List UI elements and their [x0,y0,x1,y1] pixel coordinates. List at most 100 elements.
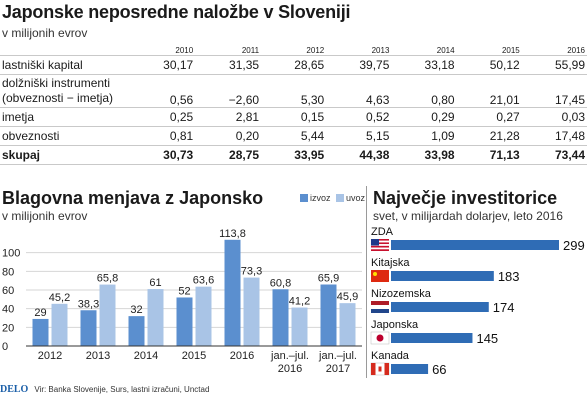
country-label: ZDA [371,226,394,238]
table-cell: −2,60 [195,74,262,108]
table-row: imetja 0,25 2,81 0,15 0,52 0,29 0,27 0,0… [0,107,587,127]
flag-canton [371,239,379,246]
year-header: 2011 [241,46,260,55]
x-tick-label: 2016 [278,363,302,375]
x-tick-label: 2014 [134,350,158,362]
flag-stripe [371,247,389,250]
y-tick-label: 80 [2,266,14,278]
bar-izvoz [80,310,97,346]
table-cell: 5,44 [261,126,327,146]
legend-swatch-izvoz [300,194,308,202]
table-cell: 0,27 [456,107,522,127]
row-label-line2: (obveznosti − imetja) [2,91,114,105]
bar-izvoz [32,318,49,346]
table-cell: 33,18 [391,55,457,75]
bar-uvoz [339,303,356,346]
section-divider [366,186,367,378]
table-cell: 17,45 [521,74,587,108]
y-tick-label: 20 [2,322,14,334]
table-cell: 33,98 [391,145,457,165]
x-tick-label: 2013 [86,350,110,362]
flag-stripe [371,240,389,243]
data-label: 38,3 [78,298,99,310]
table-cell: 1,09 [391,126,457,146]
table-cell: 4,63 [326,74,392,108]
table-cell: 0,20 [195,126,262,146]
year-header: 2013 [371,46,390,55]
table-cell: 30,17 [130,55,196,75]
x-tick-label: jan.–jul. [270,350,309,362]
flag-star [373,272,377,276]
ca-flag-icon [370,362,390,376]
row-label: dolžniški instrumenti (obveznosti − imet… [0,74,130,108]
table-row: obveznosti 0,81 0,20 5,44 5,15 1,09 21,2… [0,126,587,146]
x-tick-label: jan.–jul. [318,350,357,362]
us-flag-icon [371,239,389,251]
table-total-row: skupaj 30,73 28,75 33,95 44,38 33,98 71,… [0,145,587,165]
data-label: 29 [34,307,46,319]
table-cell: 2,81 [195,107,262,127]
investor-value-label: 66 [432,362,446,377]
data-label: 41,2 [289,296,310,308]
y-tick-label: 40 [2,304,14,316]
data-label: 63,6 [193,275,214,287]
legend-label-uvoz: uvoz [346,193,366,203]
table-cell: 28,65 [261,55,327,75]
bar-uvoz [99,284,116,346]
legend-izvoz: izvoz [300,193,331,203]
row-label: lastniški kapital [0,55,130,75]
table-cell: 17,48 [521,126,587,146]
data-label: 61 [149,277,161,289]
source-note: Vir: Banka Slovenije, Surs, lastni izrač… [34,385,210,394]
investor-bar [391,302,489,312]
footer: DELO Vir: Banka Slovenije, Surs, lastni i… [0,384,209,395]
investor-value-label: 299 [563,238,585,253]
table-header-row: 2010 2011 2012 2013 2014 2015 2016 [0,43,587,56]
flag-stripe [371,249,389,251]
jp-flag-icon [370,331,390,345]
table-cell: 71,13 [456,145,522,165]
country-label: Kitajska [371,257,410,269]
flag-stripe [371,301,389,305]
table-cell: 50,12 [456,55,522,75]
delo-logo: DELO [0,384,29,395]
country-label: Japonska [371,319,419,331]
table-cell: 31,35 [195,55,262,75]
investor-value-label: 145 [476,331,498,346]
table-cell: 0,25 [130,107,196,127]
flag-disc [376,334,384,342]
table-cell: 21,28 [456,126,522,146]
year-header: 2014 [436,46,455,55]
legend-uvoz: uvoz [336,193,365,203]
table-cell: 21,01 [456,74,522,108]
investor-bar [391,333,473,343]
table-cell: 39,75 [326,55,392,75]
flag-stripe [371,244,389,246]
data-label: 45,9 [337,291,358,303]
year-header: 2010 [175,46,194,55]
year-header: 2016 [567,46,585,55]
investor-bar [391,240,559,250]
x-tick-label: 2017 [326,363,350,375]
investor-bar [391,271,494,281]
country-label: Kanada [371,350,410,362]
legend-swatch-uvoz [336,194,344,202]
investor-bar [391,364,429,374]
bar-uvoz [291,307,308,346]
table-cell: 0,15 [261,107,327,127]
table-cell: 0,29 [391,107,457,127]
table-cell: 5,30 [261,74,327,108]
data-label: 32 [130,304,142,316]
y-tick-label: 100 [2,248,20,260]
investor-value-label: 183 [498,269,520,284]
bar-uvoz [51,303,68,346]
investment-table: 2010 2011 2012 2013 2014 2015 2016 lastn… [0,43,587,165]
data-label: 65,8 [97,273,118,285]
bar-uvoz [243,277,260,346]
bar-izvoz [224,239,241,346]
bar-izvoz [272,289,289,346]
nl-flag-icon [371,301,389,313]
table-cell: 0,03 [521,107,587,127]
row-label-line1: dolžniški instrumenti [2,76,111,90]
